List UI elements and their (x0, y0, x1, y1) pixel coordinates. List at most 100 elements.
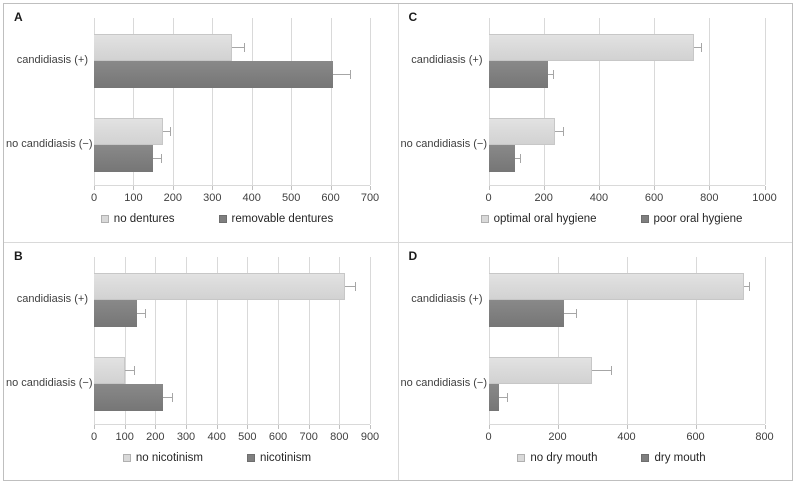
error-bar-line (694, 47, 701, 48)
error-bar-line (345, 285, 355, 287)
panel-d-letter: D (408, 248, 418, 263)
error-bar-cap (519, 154, 521, 163)
error-bar-cap (171, 392, 173, 402)
error-bar-line (514, 158, 520, 159)
legend-item: dry mouth (641, 451, 706, 464)
axis-tick (764, 424, 766, 429)
x-tick-label: 600 (644, 192, 664, 204)
error-bar-cap (243, 43, 245, 52)
x-tick-label: 900 (360, 430, 380, 443)
legend-item: removable dentures (218, 213, 333, 225)
gridline (291, 18, 293, 185)
axis-tick (695, 424, 697, 429)
category-label: no candidiasis (−) (6, 138, 93, 150)
axis-tick (557, 424, 559, 429)
error-bar-line (547, 74, 554, 75)
legend-series-label: optimal oral hygiene (493, 213, 597, 225)
x-tick-label: 200 (534, 192, 553, 204)
axis-tick (598, 186, 600, 190)
panel-b-plot-area (94, 256, 371, 425)
axis-tick (291, 186, 293, 190)
axis-tick (172, 186, 174, 190)
gridline (94, 256, 95, 424)
error-bar-cap (144, 308, 146, 318)
error-bar-line (743, 285, 749, 287)
error-bar-cap (350, 70, 352, 79)
error-bar-line (124, 369, 134, 371)
bar-light (488, 272, 744, 300)
bar-dark (488, 145, 515, 172)
axis-tick (251, 186, 253, 190)
gridline (370, 18, 371, 185)
gridline (488, 256, 490, 424)
error-bar-cap (748, 281, 750, 291)
x-tick-label: 800 (755, 430, 774, 443)
gridline (186, 256, 187, 424)
gridline (339, 256, 341, 424)
bar-dark (94, 383, 163, 411)
x-tick-label: 400 (589, 192, 609, 204)
x-tick-label: 0 (485, 430, 492, 443)
x-tick-label: 200 (146, 430, 165, 443)
legend-series-label: dry mouth (654, 451, 706, 464)
axis-tick (94, 424, 95, 429)
error-bar-line (332, 74, 351, 75)
x-tick-label: 400 (207, 430, 226, 443)
axis-tick (488, 424, 490, 429)
panel-b: B no nicotinism nicotinism 0 100 200 300 400 5… (4, 242, 398, 480)
axis-tick (543, 186, 545, 190)
x-tick-label: 500 (238, 430, 257, 443)
gridline (251, 18, 253, 185)
legend-swatch-dark (218, 215, 227, 223)
panel-d-plot-area (488, 256, 766, 425)
gridline (543, 18, 545, 185)
legend-series-label: nicotinism (259, 451, 312, 464)
legend-item: no nicotinism (122, 452, 203, 464)
gridline (133, 18, 135, 185)
x-tick-label: 100 (124, 192, 143, 204)
x-tick-label: 700 (299, 430, 318, 443)
gridline (155, 256, 157, 424)
legend-swatch-light (100, 215, 109, 223)
x-tick-label: 300 (176, 430, 196, 443)
category-label: no candidiasis (−) (6, 376, 93, 389)
legend-swatch-light (517, 453, 526, 462)
panel-a-plot-area (94, 18, 371, 186)
axis-tick (764, 186, 766, 190)
legend-item: nicotinism (246, 451, 312, 464)
axis-tick (94, 186, 95, 190)
error-bar-line (163, 131, 171, 132)
legend-series-label: no dentures (113, 213, 175, 225)
x-tick-label: 500 (281, 192, 301, 204)
panel-d-legend: no dry mouth dry mouth (459, 452, 765, 464)
legend-item: poor oral hygiene (640, 213, 743, 225)
legend-item: optimal oral hygiene (480, 213, 597, 225)
axis-tick (124, 424, 126, 429)
gridline (247, 256, 249, 424)
gridline (94, 18, 95, 185)
gridline (598, 18, 600, 185)
error-bar-line (592, 369, 611, 371)
x-tick-label: 300 (203, 192, 222, 204)
gridline (308, 256, 310, 424)
gridline (695, 256, 697, 424)
panel-a: A no dentures removable dentures 0 100 200 3… (4, 4, 398, 242)
axis-tick (212, 186, 214, 190)
bar-dark (488, 383, 499, 411)
x-tick-label: 600 (321, 192, 340, 204)
legend-swatch-light (122, 453, 131, 462)
x-tick-label: 800 (700, 192, 719, 204)
panel-d: D no dry mouth dry mouth 0 200 400 600 800 can… (398, 242, 792, 480)
bar-dark (94, 61, 333, 88)
legend-series-label: poor oral hygiene (653, 213, 743, 225)
gridline (488, 18, 490, 185)
bar-light (94, 34, 232, 61)
axis-tick (247, 424, 249, 429)
bar-light (488, 34, 695, 61)
x-tick-label: 700 (360, 192, 380, 204)
error-bar-line (163, 396, 172, 398)
panels-grid: A no dentures removable dentures 0 100 200 3… (3, 3, 793, 481)
panel-c-plot-area (488, 18, 766, 186)
axis-tick (308, 424, 310, 429)
